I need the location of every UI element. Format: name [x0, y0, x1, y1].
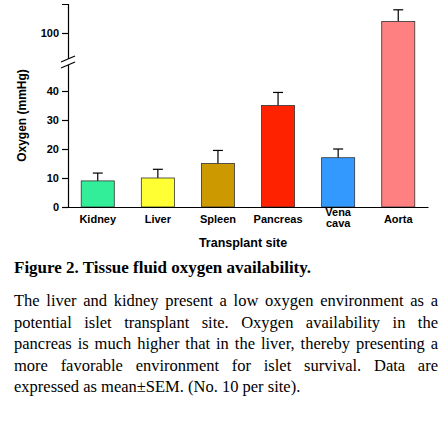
error-stem [277, 92, 278, 105]
y-tick-label: 100 [41, 27, 59, 39]
y-tick-mark [62, 33, 68, 34]
x-tick: Aorta [384, 213, 414, 225]
y-tick-label: 40 [47, 85, 59, 97]
plot-area [81, 10, 415, 207]
x-tick: Liver [145, 213, 172, 225]
axis-break-mark [61, 62, 75, 68]
x-tick-label: Spleen [200, 213, 236, 225]
y-tick-mark [62, 91, 68, 92]
bar [81, 181, 114, 207]
error-bar [153, 169, 163, 178]
x-tick-label: Aorta [384, 213, 414, 225]
error-cap [333, 148, 343, 149]
y-tick-label: 10 [47, 172, 59, 184]
bar [201, 164, 234, 208]
error-bar [393, 10, 403, 22]
axis-break-mark [61, 56, 75, 62]
y-tick-label: 20 [47, 143, 59, 155]
y-tick-label: 0 [53, 201, 59, 213]
error-bar [213, 150, 223, 163]
y-tick: 40 [47, 85, 68, 97]
x-tick: Venacava [325, 206, 352, 229]
y-tick-mark [62, 120, 68, 121]
x-axis: Kidney Liver Spleen Pancreas Venacava Aorta [69, 206, 429, 229]
figure-caption: The liver and kidney present a low oxyge… [14, 290, 438, 398]
error-stem [398, 10, 399, 22]
x-tick-label: Liver [145, 213, 172, 225]
y-tick-mark [62, 207, 68, 208]
error-stem [338, 149, 339, 158]
y-axis-title: Oxygen (mmHg) [15, 69, 29, 162]
error-bar [273, 92, 283, 105]
error-stem [97, 173, 98, 181]
x-tick-label: Venacava [325, 206, 352, 229]
error-cap [93, 172, 103, 173]
y-axis-line [62, 5, 69, 208]
bar [141, 178, 174, 207]
error-cap [393, 9, 403, 10]
figure-title: Figure 2. Tissue fluid oxygen availabili… [14, 258, 438, 278]
error-bar [333, 149, 343, 158]
x-axis-title: Transplant site [199, 236, 287, 250]
error-stem [157, 169, 158, 178]
y-tick: 10 [47, 172, 68, 184]
y-tick: 100 [41, 27, 68, 39]
y-axis: 0 10 20 30 40 100 [41, 5, 69, 214]
x-axis-line [69, 207, 429, 208]
x-tick: Spleen [200, 213, 236, 225]
x-tick: Pancreas [254, 213, 303, 225]
x-tick-label: Pancreas [254, 213, 303, 225]
x-tick-label: Kidney [79, 213, 117, 225]
error-cap [153, 169, 163, 170]
error-bar [93, 173, 103, 181]
bar [322, 158, 355, 207]
error-stem [217, 150, 218, 163]
bar [262, 106, 295, 208]
y-tick-label: 30 [47, 114, 59, 126]
axis-break [60, 56, 76, 68]
bar [382, 21, 415, 207]
y-tick: 30 [47, 114, 68, 126]
y-tick-mark [62, 149, 68, 150]
error-cap [213, 150, 223, 151]
y-tick: 20 [47, 143, 68, 155]
y-tick-mark [62, 178, 68, 179]
y-tick: 0 [53, 201, 68, 213]
x-tick: Kidney [79, 213, 117, 225]
error-cap [273, 92, 283, 93]
